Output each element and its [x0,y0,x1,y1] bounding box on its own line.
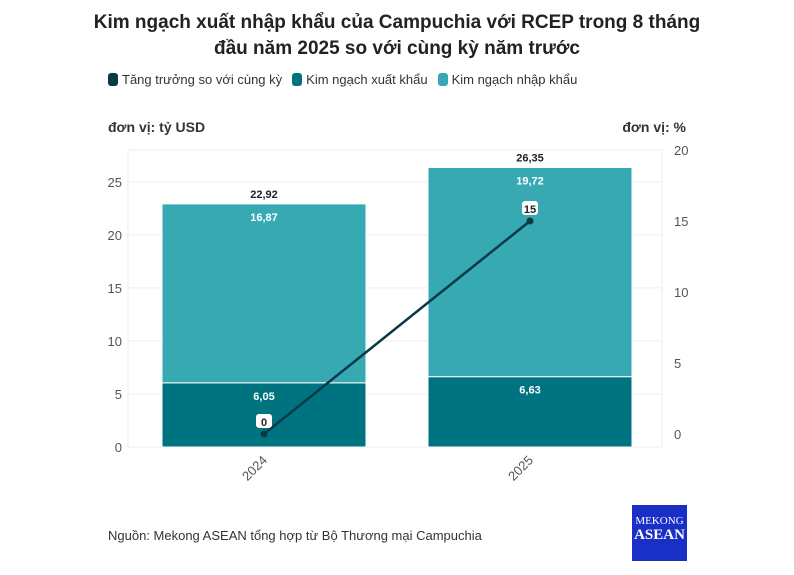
x-tick-label: 2024 [239,453,270,484]
bar-import [427,167,633,378]
bar-value-label: 6,63 [519,385,540,397]
legend-label: Tăng trưởng so với cùng kỳ [122,72,283,87]
growth-line [263,220,531,435]
growth-point [526,217,534,225]
title-line-1: Kim ngạch xuất nhập khẩu của Campuchia v… [93,12,701,33]
legend-swatch [292,73,303,86]
left-tick-label: 20 [108,228,122,243]
left-axis-unit: đơn vị: tỷ USD [108,119,206,135]
bar-export [427,376,633,448]
right-tick-label: 0 [674,427,681,442]
growth-label-bg [256,413,272,428]
legend-swatch [437,73,448,86]
right-tick-label: 20 [674,143,688,158]
growth-label-bg [522,200,538,215]
growth-label: 0 [261,417,267,429]
bar-import [161,203,367,384]
left-tick-label: 25 [108,175,122,190]
left-tick-label: 0 [115,440,122,455]
bar-value-label: 19,72 [516,176,544,188]
left-tick-label: 15 [108,281,122,296]
legend: Tăng trưởng so với cùng kỳ Kim ngạch xuấ… [108,72,577,87]
x-tick-label: 2025 [505,453,536,484]
source-note: Nguồn: Mekong ASEAN tổng hợp từ Bộ Thươn… [108,528,482,543]
title-line-2: đầu năm 2025 so với cùng kỳ năm trước [213,38,580,59]
bar-value-label: 6,05 [253,391,274,403]
total-label: 26,35 [516,153,544,165]
legend-swatch [108,73,118,86]
growth-point [260,430,268,438]
growth-label: 15 [524,204,536,216]
legend-item-import[interactable]: Kim ngạch nhập khẩu [437,72,578,87]
legend-item-export[interactable]: Kim ngạch xuất khẩu [292,72,428,87]
right-tick-label: 5 [674,356,681,371]
total-label: 22,92 [250,189,278,201]
right-axis-unit: đơn vị: % [622,119,686,135]
chart-title: Kim ngạch xuất nhập khẩu của Campuchia v… [0,10,794,62]
bar-value-label: 16,87 [250,212,278,224]
left-tick-label: 5 [115,387,122,402]
right-tick-label: 15 [674,214,688,229]
right-tick-label: 10 [674,285,688,300]
mekong-asean-logo: MEKONG ASEAN [632,505,687,561]
left-tick-label: 10 [108,334,122,349]
legend-label: Kim ngạch nhập khẩu [451,72,578,87]
legend-label: Kim ngạch xuất khẩu [306,72,428,87]
legend-item-growth[interactable]: Tăng trưởng so với cùng kỳ [108,72,282,87]
